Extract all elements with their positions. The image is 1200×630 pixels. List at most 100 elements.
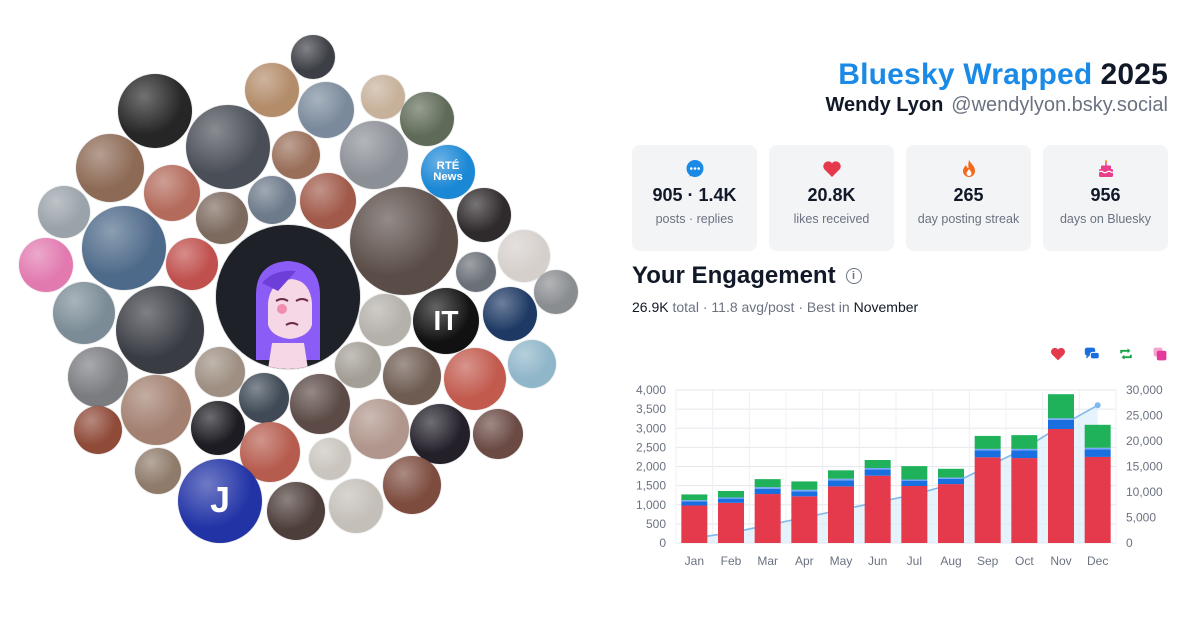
x-tick-label: Feb (721, 554, 742, 568)
avatar[interactable] (340, 121, 408, 189)
avatar[interactable] (239, 373, 289, 423)
avatar[interactable] (309, 438, 351, 480)
bar-segment (791, 496, 818, 543)
engagement-summary: 26.9K total · 11.8 avg/post · Best in No… (632, 299, 919, 315)
avatar[interactable] (400, 92, 454, 146)
user-handle[interactable]: @wendylyon.bsky.social (951, 94, 1168, 116)
avatar[interactable] (116, 286, 204, 374)
avatar[interactable] (361, 75, 405, 119)
avatar[interactable] (298, 82, 354, 138)
bar-segment (1084, 456, 1111, 543)
avatar-cloud: RTÉ News IT J (19, 35, 578, 543)
avatar[interactable] (166, 238, 218, 290)
avatar[interactable] (245, 63, 299, 117)
x-tick-label: Jun (868, 554, 887, 568)
avatar[interactable] (135, 448, 181, 494)
avatar[interactable] (144, 165, 200, 221)
avatar[interactable] (410, 404, 470, 464)
avatar[interactable] (195, 347, 245, 397)
y-right-tick-label: 15,000 (1126, 460, 1163, 474)
bar-segment (938, 484, 964, 543)
avatar[interactable] (186, 105, 270, 189)
avatar[interactable] (383, 456, 441, 514)
avatar[interactable] (350, 187, 458, 295)
avatar[interactable] (300, 173, 356, 229)
bar-segment (1084, 447, 1111, 450)
avatar[interactable] (349, 399, 409, 459)
avatar[interactable] (359, 294, 411, 346)
featured-avatar[interactable] (216, 225, 360, 369)
reply-icon[interactable] (1084, 346, 1100, 362)
cumulative-end-point (1094, 402, 1101, 409)
avatar[interactable] (68, 347, 128, 407)
avatar[interactable] (457, 188, 511, 242)
avatar[interactable] (196, 192, 248, 244)
stats-row: 905 · 1.4K posts · replies 20.8K likes r… (632, 145, 1168, 251)
avatar[interactable] (38, 186, 90, 238)
wrapped-panel: Bluesky Wrapped 2025 Wendy Lyon @wendylyon… (632, 0, 1168, 630)
avatar[interactable] (498, 230, 550, 282)
avatar[interactable] (290, 374, 350, 434)
avatar[interactable] (272, 131, 320, 179)
avatar[interactable] (483, 287, 537, 341)
y-left-tick-label: 2,500 (636, 440, 666, 454)
y-left-tick-label: 0 (659, 536, 666, 550)
avatar[interactable]: J (178, 459, 262, 543)
stat-card-streak: 265 day posting streak (906, 145, 1031, 251)
avatar-label: IT (433, 304, 459, 336)
avatar[interactable] (329, 479, 383, 533)
bar-segment (864, 469, 891, 476)
avatar[interactable] (76, 134, 144, 202)
y-left-tick-label: 500 (646, 517, 666, 531)
avatar[interactable] (456, 252, 496, 292)
y-right-tick-label: 30,000 (1126, 383, 1163, 397)
x-tick-label: Sep (977, 554, 999, 568)
x-tick-label: Aug (940, 554, 961, 568)
avatar[interactable] (267, 482, 325, 540)
stat-card-days: 956 days on Bluesky (1043, 145, 1168, 251)
flame-icon (959, 159, 979, 179)
avatar[interactable] (291, 35, 335, 79)
heart-icon[interactable] (1050, 346, 1066, 362)
avatar[interactable] (444, 348, 506, 410)
bar-segment (754, 479, 781, 488)
stat-label: day posting streak (917, 212, 1020, 226)
y-right-tick-label: 5,000 (1126, 511, 1156, 525)
avatar[interactable]: IT (413, 288, 479, 354)
avatar[interactable] (335, 342, 381, 388)
avatar[interactable] (191, 401, 245, 455)
bar-segment (1011, 458, 1038, 543)
bar-segment (828, 480, 854, 487)
bar-segment (754, 488, 781, 495)
avatar[interactable] (53, 282, 115, 344)
user-identity: Wendy Lyon @wendylyon.bsky.social (826, 94, 1169, 117)
bar-segment (754, 487, 781, 489)
y-left-tick-label: 3,500 (636, 402, 666, 416)
avatar[interactable] (248, 176, 296, 224)
avatar[interactable] (118, 74, 192, 148)
stat-value: 20.8K (807, 185, 856, 205)
avatar[interactable] (473, 409, 523, 459)
bar-segment (828, 478, 854, 481)
x-tick-label: Dec (1087, 554, 1108, 568)
quote-icon[interactable] (1152, 346, 1168, 362)
avatar[interactable] (82, 206, 166, 290)
avatar[interactable]: RTÉ News (421, 145, 475, 199)
bar-segment (681, 501, 708, 506)
stat-value: 905 · 1.4K (652, 185, 737, 205)
avatar[interactable] (508, 340, 556, 388)
avatar[interactable] (534, 270, 578, 314)
avatar[interactable] (74, 406, 122, 454)
repost-icon[interactable] (1118, 346, 1134, 362)
chart-legend (1050, 346, 1168, 362)
page-title: Bluesky Wrapped 2025 (838, 58, 1168, 92)
avatar[interactable] (121, 375, 191, 445)
avatar[interactable] (19, 238, 73, 292)
info-icon[interactable]: i (845, 268, 862, 284)
avatar-label: J (210, 480, 230, 521)
bar-segment (974, 435, 1001, 449)
bar-segment (791, 489, 818, 492)
bar-segment (1084, 449, 1111, 457)
avatar[interactable] (383, 347, 441, 405)
engagement-header: Your Engagement i (632, 262, 862, 290)
